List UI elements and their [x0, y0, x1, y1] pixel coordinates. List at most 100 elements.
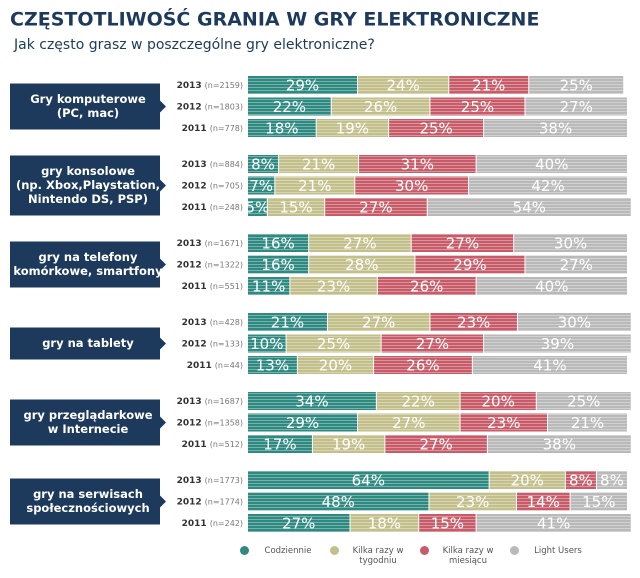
sample-size: (n=44)	[215, 361, 243, 370]
group-label: gry przeglądarkowe	[23, 408, 152, 422]
bar-hatch	[460, 392, 536, 410]
row-label: 2011 (n=778)	[182, 124, 243, 134]
value-label: 31%	[401, 156, 434, 174]
year-label: 2012	[177, 497, 202, 507]
year-label: 2013	[182, 160, 207, 170]
sample-size: (n=551)	[210, 282, 243, 291]
year-label: 2013	[177, 397, 202, 407]
bar-hatch	[472, 356, 627, 374]
value-label: 27%	[362, 314, 395, 332]
bar-hatch	[517, 313, 631, 331]
sample-size: (n=1358)	[205, 418, 243, 427]
bar-hatch	[327, 313, 430, 331]
legend-swatch	[510, 546, 519, 555]
year-label: 2011	[187, 361, 212, 371]
legend-item: Kilka razy w tygodniu	[330, 546, 420, 566]
bar-hatch	[286, 334, 381, 353]
bar-hatch	[411, 234, 514, 252]
value-label: 15%	[582, 493, 615, 511]
value-label: 16%	[261, 235, 294, 253]
year-label: 2012	[182, 339, 207, 349]
value-label: 23%	[456, 493, 489, 511]
bar-hatch	[248, 255, 309, 274]
value-label: 29%	[286, 414, 319, 432]
group-box	[10, 327, 166, 360]
legend: Codziennie Kilka razy w tygodniu Kilka raz…	[240, 546, 600, 566]
bar-hatch	[350, 514, 419, 532]
row-label: 2012 (n=705)	[182, 181, 243, 191]
value-label: 23%	[487, 414, 520, 432]
value-label: 22%	[402, 393, 435, 411]
row-label: 2011 (n=44)	[187, 361, 243, 371]
year-label: 2012	[177, 260, 202, 270]
bar-hatch	[248, 392, 376, 410]
sample-size: (n=2159)	[205, 81, 243, 90]
bar-hatch	[484, 334, 631, 353]
row-label: 2011 (n=551)	[182, 282, 243, 292]
value-label: 40%	[535, 156, 568, 174]
bar-hatch	[331, 97, 430, 116]
value-label: 25%	[461, 98, 494, 116]
row-label: 2011 (n=512)	[182, 440, 243, 450]
value-label: 20%	[481, 393, 514, 411]
bar-hatch	[476, 514, 631, 532]
bar-hatch	[460, 413, 548, 432]
sample-size: (n=1687)	[205, 397, 243, 406]
bar-hatch	[484, 119, 627, 137]
bar-hatch	[248, 471, 489, 489]
value-label: 19%	[332, 436, 365, 454]
year-label: 2013	[177, 476, 202, 486]
bar-hatch	[565, 471, 596, 489]
row-label: 2013 (n=1773)	[177, 476, 243, 486]
value-label: 5%	[246, 199, 270, 217]
bar-hatch	[429, 492, 516, 511]
year-label: 2012	[182, 181, 207, 191]
value-label: 21%	[472, 77, 505, 95]
bar-hatch	[385, 435, 487, 453]
value-label: 30%	[558, 314, 591, 332]
bar-hatch	[469, 176, 627, 195]
bar-hatch	[374, 356, 472, 374]
bar-hatch	[487, 435, 631, 453]
value-label: 21%	[302, 156, 335, 174]
bar-hatch	[325, 198, 427, 216]
value-label: 38%	[543, 436, 576, 454]
row-label: 2011 (n=248)	[182, 203, 243, 213]
group-label: gry na serwisach	[33, 487, 143, 501]
value-label: 26%	[364, 98, 397, 116]
bar-hatch	[355, 176, 469, 195]
value-label: 30%	[395, 177, 428, 195]
bar-hatch	[536, 392, 631, 410]
bar-hatch	[525, 97, 627, 116]
value-label: 22%	[273, 98, 306, 116]
value-label: 54%	[513, 199, 546, 217]
row-label: 2012 (n=1774)	[177, 497, 243, 507]
value-label: 41%	[533, 357, 566, 375]
bar-hatch	[389, 119, 484, 137]
value-label: 15%	[431, 515, 464, 533]
bar-hatch	[248, 334, 286, 353]
bar-hatch	[279, 155, 359, 173]
bar-hatch	[275, 176, 355, 195]
year-label: 2013	[182, 318, 207, 328]
bar-hatch	[570, 492, 627, 511]
year-label: 2011	[182, 203, 207, 213]
legend-swatch	[240, 546, 249, 555]
value-label: 27%	[282, 515, 315, 533]
bar-hatch	[309, 255, 415, 274]
group-label: Nintendo DS, PSP)	[28, 192, 148, 206]
value-label: 28%	[345, 256, 378, 274]
sample-size: (n=1774)	[205, 497, 243, 506]
sample-size: (n=884)	[210, 160, 243, 169]
bar-hatch	[548, 413, 627, 432]
bar-hatch	[248, 234, 309, 252]
bar-hatch	[476, 277, 627, 295]
value-label: 18%	[368, 515, 401, 533]
value-label: 10%	[250, 335, 283, 353]
legend-label: Codziennie	[264, 546, 312, 556]
bar-hatch	[248, 198, 267, 216]
sample-size: (n=133)	[210, 339, 243, 348]
group-box	[10, 478, 166, 525]
group-box	[10, 83, 166, 130]
legend-item: Kilka razy w miesiącu	[420, 546, 510, 566]
